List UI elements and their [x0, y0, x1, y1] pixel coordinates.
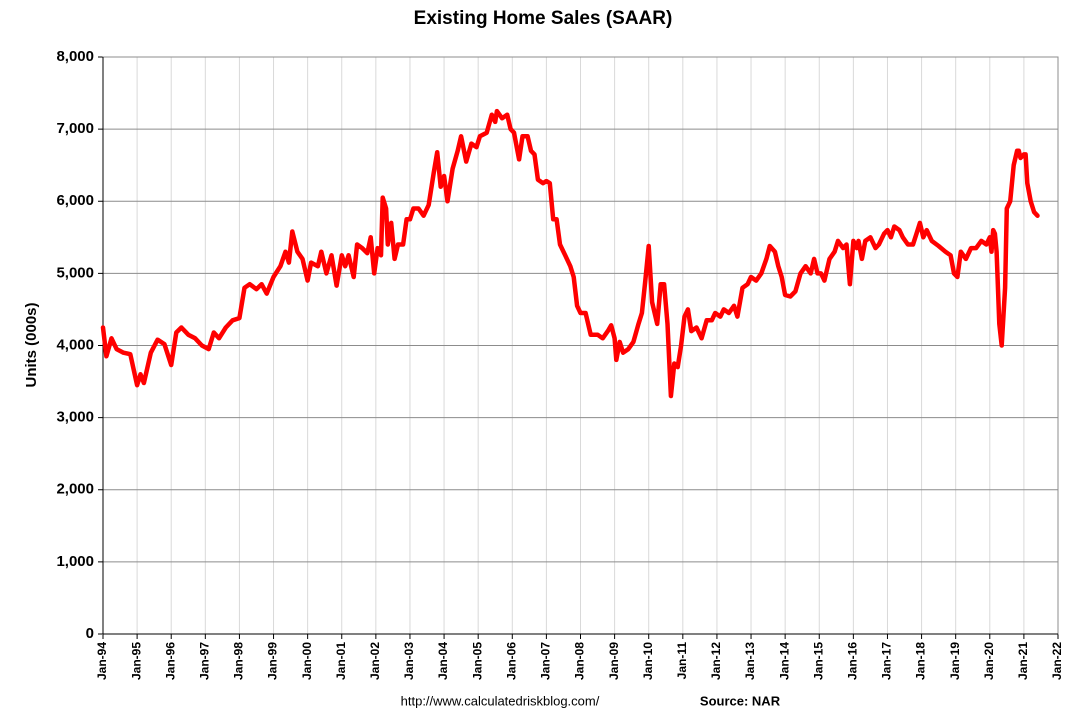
x-tick-label: Jan-04 [436, 642, 450, 680]
x-tick-label: Jan-94 [95, 642, 109, 680]
y-tick-label: 3,000 [56, 409, 94, 426]
x-tick-label: Jan-21 [1016, 642, 1030, 680]
x-tick-label: Jan-11 [675, 642, 689, 680]
x-tick-label: Jan-12 [709, 642, 723, 680]
x-tick-label: Jan-18 [914, 642, 928, 680]
x-tick-label: Jan-03 [402, 642, 416, 680]
x-tick-label: Jan-14 [777, 642, 791, 680]
x-tick-label: Jan-95 [129, 642, 143, 680]
x-tick-label: Jan-08 [573, 642, 587, 680]
y-tick-label: 1,000 [56, 553, 94, 570]
y-tick-label: 8,000 [56, 48, 94, 65]
y-axis-label: Units (000s) [23, 302, 40, 387]
y-tick-label: 7,000 [56, 120, 94, 137]
x-tick-label: Jan-01 [334, 642, 348, 680]
y-tick-label: 4,000 [56, 336, 94, 353]
x-tick-label: Jan-20 [982, 642, 996, 680]
x-tick-label: Jan-96 [163, 642, 177, 680]
x-tick-label: Jan-02 [368, 642, 382, 680]
x-tick-label: Jan-10 [641, 642, 655, 680]
x-tick-label: Jan-17 [880, 642, 894, 680]
y-tick-label: 5,000 [56, 264, 94, 281]
source-url: http://www.calculatedriskblog.com/ [401, 693, 600, 708]
y-tick-label: 2,000 [56, 481, 94, 498]
y-tick-label: 0 [86, 625, 94, 642]
x-tick-label: Jan-07 [539, 642, 553, 680]
x-tick-label: Jan-98 [232, 642, 246, 680]
x-tick-label: Jan-05 [470, 642, 484, 680]
chart-title: Existing Home Sales (SAAR) [414, 8, 673, 29]
x-tick-label: Jan-09 [607, 642, 621, 680]
x-tick-label: Jan-15 [811, 642, 825, 680]
x-tick-label: Jan-16 [846, 642, 860, 680]
source: Source: NAR [700, 693, 781, 708]
x-tick-label: Jan-00 [300, 642, 314, 680]
x-tick-label: Jan-06 [504, 642, 518, 680]
x-tick-label: Jan-99 [266, 642, 280, 680]
x-tick-label: Jan-19 [948, 642, 962, 680]
x-tick-label: Jan-22 [1050, 642, 1064, 680]
x-tick-label: Jan-13 [743, 642, 757, 680]
y-tick-label: 6,000 [56, 192, 94, 209]
data-line [100, 108, 1040, 399]
x-tick-label: Jan-97 [197, 642, 211, 680]
